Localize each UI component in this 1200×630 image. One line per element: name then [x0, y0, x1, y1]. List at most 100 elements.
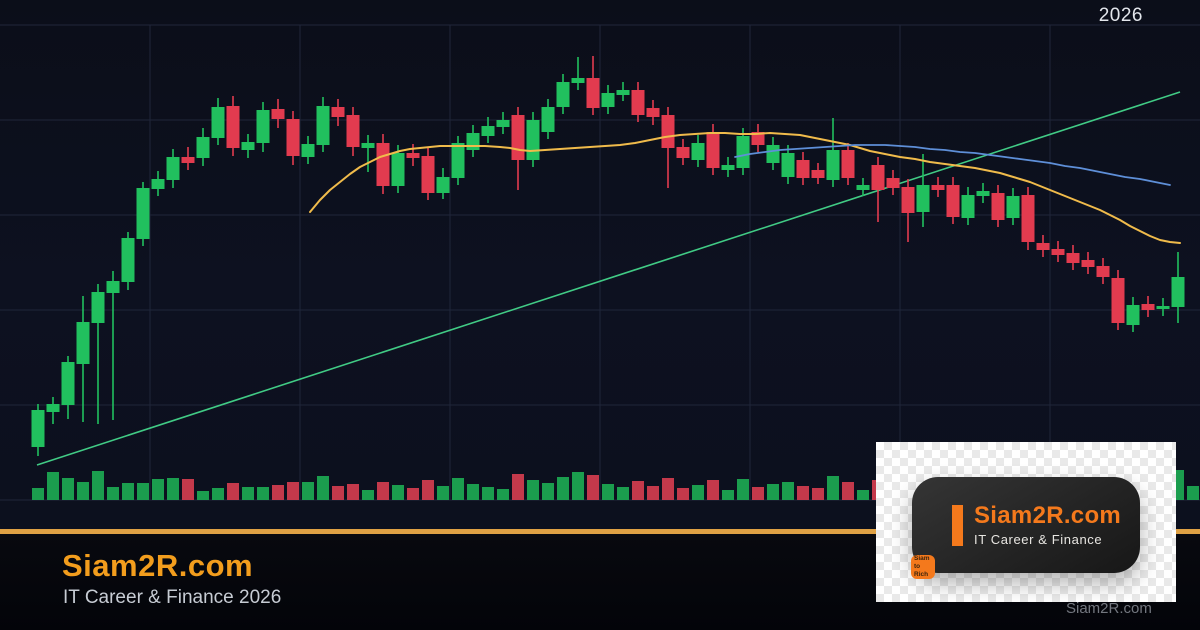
footer-divider — [0, 529, 1200, 534]
volume-bar — [1187, 486, 1199, 500]
candle-body — [1111, 278, 1125, 323]
candle-body — [706, 132, 720, 168]
candle-body — [346, 115, 360, 147]
candle-body — [361, 143, 375, 148]
volume-bar — [407, 488, 419, 500]
candle-body — [286, 119, 300, 156]
candle-body — [376, 143, 390, 186]
candle-body — [976, 191, 990, 196]
candle-body — [241, 142, 255, 150]
year-label: 2026 — [1098, 5, 1143, 26]
ma-slow-line — [734, 144, 1171, 186]
volume-bar — [512, 474, 524, 500]
candle-body — [181, 157, 195, 163]
volume-bar — [857, 490, 869, 500]
volume-bar — [152, 479, 164, 500]
logo-card: Siam2R.com IT Career & Finance Siam to R… — [876, 442, 1176, 602]
volume-bar — [632, 481, 644, 500]
logo-card-panel: Siam2R.com IT Career & Finance — [912, 477, 1140, 573]
candle-body — [931, 185, 945, 190]
volume-bar — [812, 488, 824, 500]
volume-bar — [347, 484, 359, 500]
volume-bar — [77, 482, 89, 500]
volume-bar — [212, 488, 224, 500]
footer-tagline: IT Career & Finance 2026 — [63, 587, 282, 608]
candle-body — [631, 90, 645, 115]
volume-bar — [827, 476, 839, 500]
volume-bar — [587, 475, 599, 500]
candle-body — [391, 153, 405, 186]
volume-bar — [752, 487, 764, 500]
candle-body — [151, 179, 165, 189]
siam-to-rich-badge: Siam to Rich — [911, 555, 935, 579]
volume-bar — [377, 482, 389, 500]
candle-body — [31, 410, 45, 447]
volume-bar — [167, 478, 179, 500]
candles — [31, 56, 1185, 456]
candle-body — [781, 153, 795, 177]
candle-body — [1006, 196, 1020, 218]
candle-body — [661, 115, 675, 148]
volume-bar — [62, 478, 74, 500]
volume-bar — [482, 487, 494, 500]
candle-body — [331, 107, 345, 117]
candle-body — [496, 120, 510, 127]
volume-bar — [422, 480, 434, 500]
candle-body — [1156, 306, 1170, 309]
candle-body — [886, 178, 900, 188]
candle-body — [301, 144, 315, 157]
candle-body — [481, 126, 495, 136]
volume-bar — [677, 488, 689, 500]
volume-bar — [692, 485, 704, 500]
candle-body — [511, 115, 525, 160]
candle-body — [1081, 260, 1095, 267]
candle-body — [196, 137, 210, 158]
volume-bar — [182, 479, 194, 500]
volume-bar — [122, 483, 134, 500]
candle-body — [796, 160, 810, 178]
candle-body — [136, 188, 150, 239]
candle-body — [646, 108, 660, 117]
volume-bar — [617, 487, 629, 500]
candle-body — [826, 150, 840, 180]
candle-body — [526, 120, 540, 160]
candle-body — [601, 93, 615, 107]
badge-line-2: to Rich — [914, 563, 929, 578]
volume-bar — [452, 478, 464, 500]
volume-bar — [557, 477, 569, 500]
candle-body — [541, 107, 555, 132]
volume-bar — [797, 486, 809, 500]
candle-body — [946, 185, 960, 217]
logo-tagline-text: IT Career & Finance — [974, 531, 1103, 547]
volume-bar — [467, 484, 479, 500]
candle-body — [736, 136, 750, 168]
candle-body — [106, 281, 120, 293]
candle-body — [916, 185, 930, 212]
volume-bar — [602, 484, 614, 500]
volume-bar — [782, 482, 794, 500]
candle-body — [1141, 304, 1155, 310]
candle-body — [676, 147, 690, 158]
candle-body — [571, 78, 585, 83]
volume-bar — [242, 487, 254, 500]
candle-body — [256, 110, 270, 143]
candle-body — [76, 322, 90, 364]
candle-body — [1096, 266, 1110, 277]
volume-bar — [647, 486, 659, 500]
candle-body — [316, 106, 330, 145]
ma-fast-line — [309, 132, 1181, 244]
candle-body — [91, 292, 105, 323]
candle-body — [1126, 305, 1140, 325]
candle-body — [1036, 243, 1050, 250]
candle-body — [1021, 195, 1035, 242]
volume-bar — [362, 490, 374, 500]
candle-body — [1066, 253, 1080, 263]
volume-bar — [707, 480, 719, 500]
volume-bar — [842, 482, 854, 500]
candle-body — [211, 107, 225, 138]
volume-bar — [392, 485, 404, 500]
candle-body — [1051, 249, 1065, 255]
candle-body — [121, 238, 135, 282]
candle-body — [61, 362, 75, 405]
